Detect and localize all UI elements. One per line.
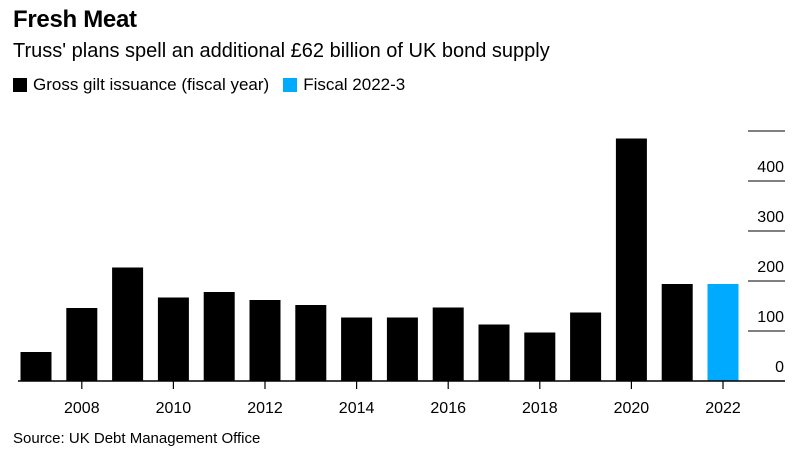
bar-2011 xyxy=(203,292,235,381)
x-tick-label-2022: 2022 xyxy=(705,400,741,417)
legend-item-gross-issuance: Gross gilt issuance (fiscal year) xyxy=(13,75,269,95)
legend-label-fiscal-2022-3: Fiscal 2022-3 xyxy=(303,75,406,94)
legend-label-gross-issuance: Gross gilt issuance (fiscal year) xyxy=(33,75,270,94)
x-tick-label-2010: 2010 xyxy=(156,400,192,417)
x-tick-label-2016: 2016 xyxy=(430,400,466,417)
bar-2017 xyxy=(478,324,510,381)
bar-2013 xyxy=(295,305,327,381)
chart-source: Source: UK Debt Management Office xyxy=(13,430,261,447)
y-axis: 0 100 200 300 400 xyxy=(748,130,785,376)
bar-2012 xyxy=(249,300,281,381)
legend-item-fiscal-2022-3: Fiscal 2022-3 xyxy=(283,75,405,95)
bar-2019 xyxy=(570,312,602,381)
x-tick-label-2008: 2008 xyxy=(64,400,100,417)
bar-2009 xyxy=(112,267,144,381)
bar-2020 xyxy=(615,138,647,381)
bars-group xyxy=(20,138,739,381)
bar-2018 xyxy=(524,332,556,381)
x-tick-label-2012: 2012 xyxy=(247,400,283,417)
legend-swatch-gross-issuance xyxy=(13,78,27,92)
chart-title: Fresh Meat xyxy=(13,6,137,33)
bar-2022-highlight xyxy=(707,284,739,381)
bar-2007 xyxy=(20,352,52,381)
x-tick-label-2014: 2014 xyxy=(339,400,375,417)
y-tick-label-0: 0 xyxy=(775,359,784,376)
bar-2014 xyxy=(341,317,373,381)
x-tick-label-2020: 2020 xyxy=(614,400,650,417)
y-tick-label-300: 300 xyxy=(757,209,784,226)
y-tick-label-100: 100 xyxy=(757,309,784,326)
bar-2021 xyxy=(661,284,693,381)
chart-legend: Gross gilt issuance (fiscal year) Fiscal… xyxy=(13,75,419,95)
x-axis: 2008 2010 2012 2014 2016 2018 2020 2022 xyxy=(18,380,785,417)
y-tick-label-200: 200 xyxy=(757,259,784,276)
y-tick-label-400: 400 xyxy=(757,159,784,176)
legend-swatch-fiscal-2022-3 xyxy=(283,78,298,92)
bar-2010 xyxy=(157,297,189,381)
bar-2015 xyxy=(386,317,418,381)
chart-subtitle: Truss' plans spell an additional £62 bil… xyxy=(13,40,550,62)
x-tick-label-2018: 2018 xyxy=(522,400,558,417)
bar-2016 xyxy=(432,307,464,381)
bar-2008 xyxy=(66,308,98,381)
